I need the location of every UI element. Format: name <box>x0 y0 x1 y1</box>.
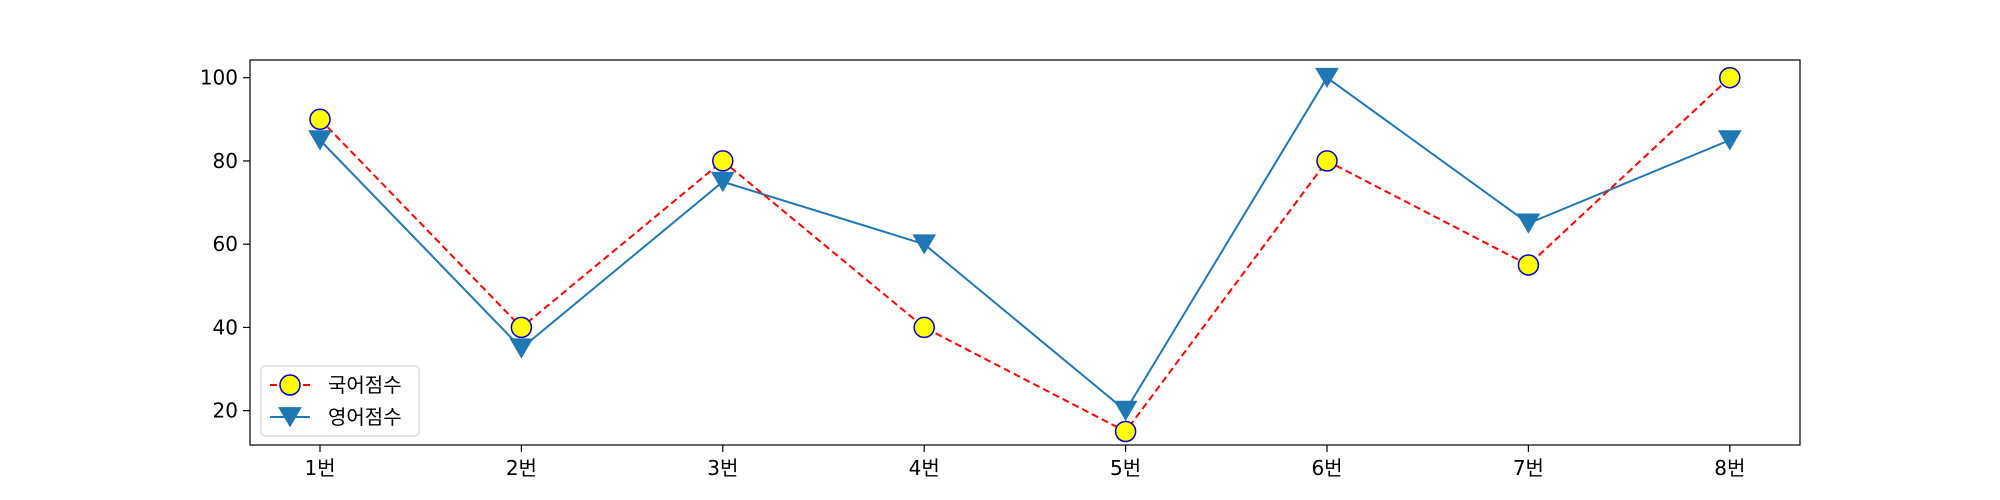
y-tick-label: 80 <box>213 149 238 173</box>
data-point-circle <box>712 150 734 172</box>
y-tick-label: 60 <box>213 232 238 256</box>
data-point-triangle <box>1717 130 1742 151</box>
y-tick-label: 100 <box>200 66 238 90</box>
y-tick-label: 20 <box>213 399 238 423</box>
x-tick-label: 3번 <box>707 456 738 480</box>
data-point-circle <box>1114 420 1137 443</box>
data-point-circle <box>309 108 331 131</box>
x-tick-label: 8번 <box>1714 456 1745 480</box>
x-tick-label: 4번 <box>909 456 940 480</box>
data-point-triangle <box>1516 213 1541 234</box>
data-point-circle <box>1719 66 1741 89</box>
data-point-triangle <box>1315 67 1339 89</box>
data-point-triangle <box>1113 400 1138 421</box>
x-tick-label: 2번 <box>506 456 537 480</box>
data-point-triangle <box>509 338 534 359</box>
plot-frame <box>249 59 1801 446</box>
data-point-circle <box>913 316 935 339</box>
data-point-triangle <box>278 407 302 428</box>
data-point-circle <box>279 374 301 396</box>
legend-label: 국어점수 <box>328 373 402 397</box>
data-point-triangle <box>710 171 735 193</box>
x-tick-label: 1번 <box>304 456 335 480</box>
x-tick-label: 6번 <box>1311 456 1342 480</box>
legend-item-1: 국어점수 <box>270 373 402 397</box>
data-point-circle <box>1316 150 1338 172</box>
x-tick-label: 7번 <box>1513 456 1544 480</box>
x-tick-label: 5번 <box>1110 456 1141 480</box>
legend-label: 영어점수 <box>328 405 402 429</box>
data-point-triangle <box>308 130 332 151</box>
data-point-circle <box>1517 254 1540 276</box>
legend-item-2: 영어점수 <box>270 405 402 429</box>
y-tick-label: 40 <box>213 315 238 339</box>
series-line-1 <box>319 76 1731 433</box>
data-point-triangle <box>912 234 937 255</box>
series-line-2 <box>319 76 1731 413</box>
data-point-circle <box>510 316 533 339</box>
